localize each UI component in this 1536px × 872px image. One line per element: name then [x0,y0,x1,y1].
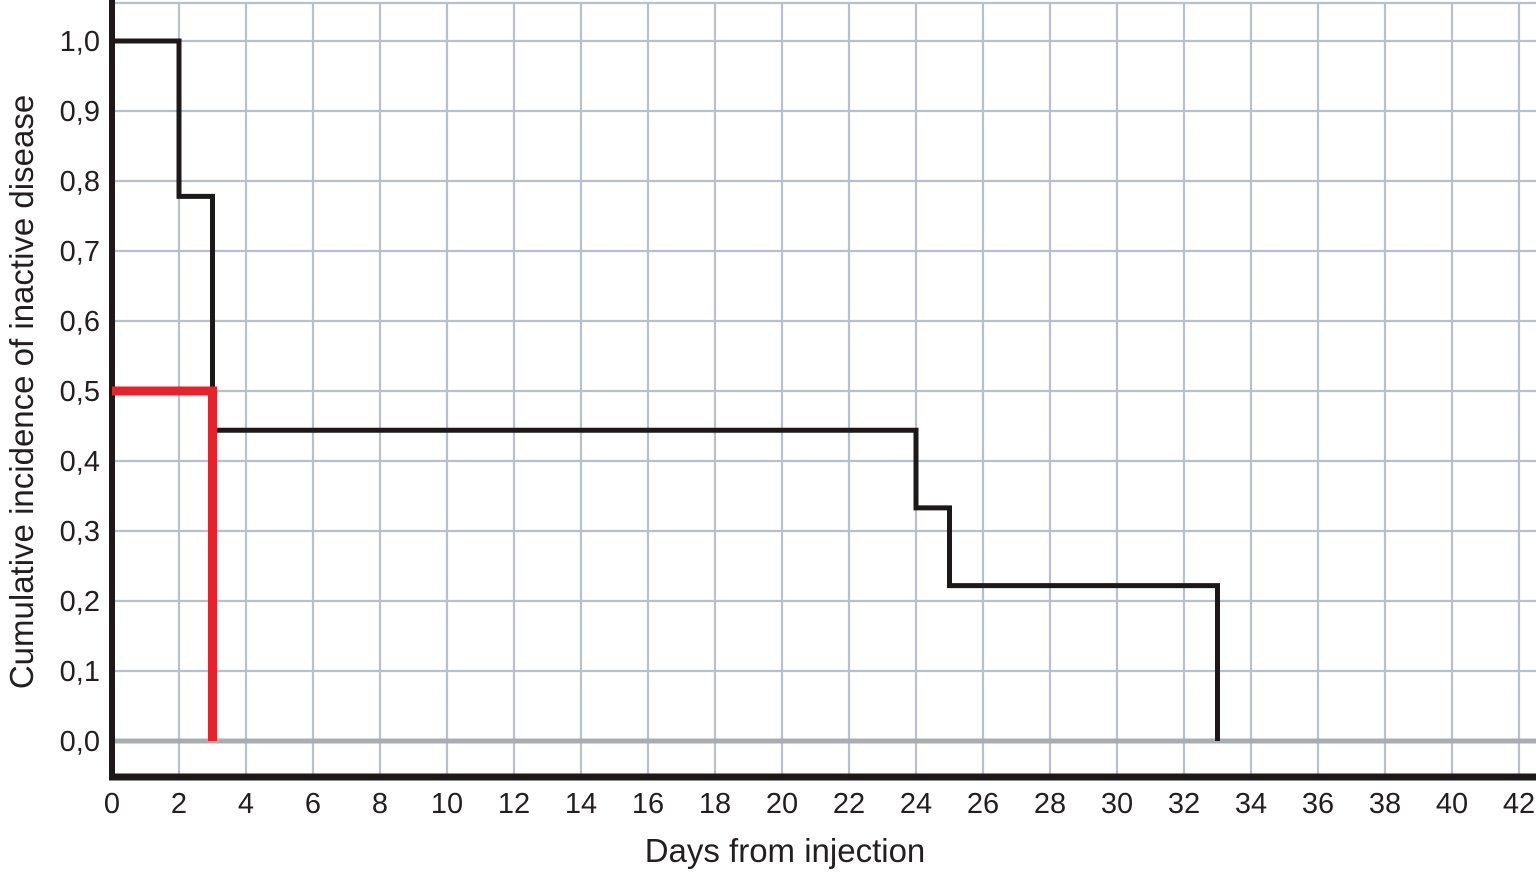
y-axis-title: Cumulative incidence of inactive disease [3,95,40,689]
y-tick-label: 0,5 [60,376,100,408]
x-tick-label: 6 [305,788,321,820]
x-tick-label: 20 [766,788,798,820]
x-tick-label: 26 [967,788,999,820]
x-tick-label: 28 [1034,788,1066,820]
x-tick-label: 32 [1168,788,1200,820]
series-layer [112,38,1220,741]
y-tick-label: 0,0 [60,726,100,758]
x-tick-label: 38 [1369,788,1401,820]
x-tick-label: 22 [833,788,865,820]
x-tick-label: 8 [372,788,388,820]
x-tick-label: 4 [238,788,254,820]
x-tick-label: 0 [104,788,120,820]
x-tick-label: 10 [431,788,463,820]
gridlines-layer [112,1,1536,774]
x-tick-label: 34 [1235,788,1267,820]
y-tick-label: 0,1 [60,656,100,688]
x-tick-labels: 0 2 4 6 8 10 12 14 16 18 20 22 24 26 28 30 32 34 36 38 40 42 [104,788,1535,820]
x-tick-label: 40 [1436,788,1468,820]
x-tick-label: 36 [1302,788,1334,820]
y-tick-label: 0,2 [60,586,100,618]
x-tick-label: 18 [699,788,731,820]
x-tick-label: 42 [1503,788,1535,820]
x-tick-label: 16 [632,788,664,820]
y-tick-label: 0,9 [60,96,100,128]
y-tick-label: 0,4 [60,446,100,478]
x-tick-label: 2 [171,788,187,820]
red-step-curve [112,386,217,741]
y-tick-label: 0,3 [60,516,100,548]
x-tick-label: 24 [900,788,932,820]
black-step-curve [112,38,1220,741]
x-tick-label: 14 [565,788,597,820]
y-tick-label: 0,6 [60,306,100,338]
y-tick-label: 0,7 [60,236,100,268]
x-axis-title: Days from injection [645,832,926,869]
y-tick-labels: 0,0 0,1 0,2 0,3 0,4 0,5 0,6 0,7 0,8 0,9 1,0 [60,26,100,758]
x-tick-label: 12 [498,788,530,820]
y-tick-label: 1,0 [60,26,100,58]
y-tick-label: 0,8 [60,166,100,198]
x-tick-label: 30 [1101,788,1133,820]
